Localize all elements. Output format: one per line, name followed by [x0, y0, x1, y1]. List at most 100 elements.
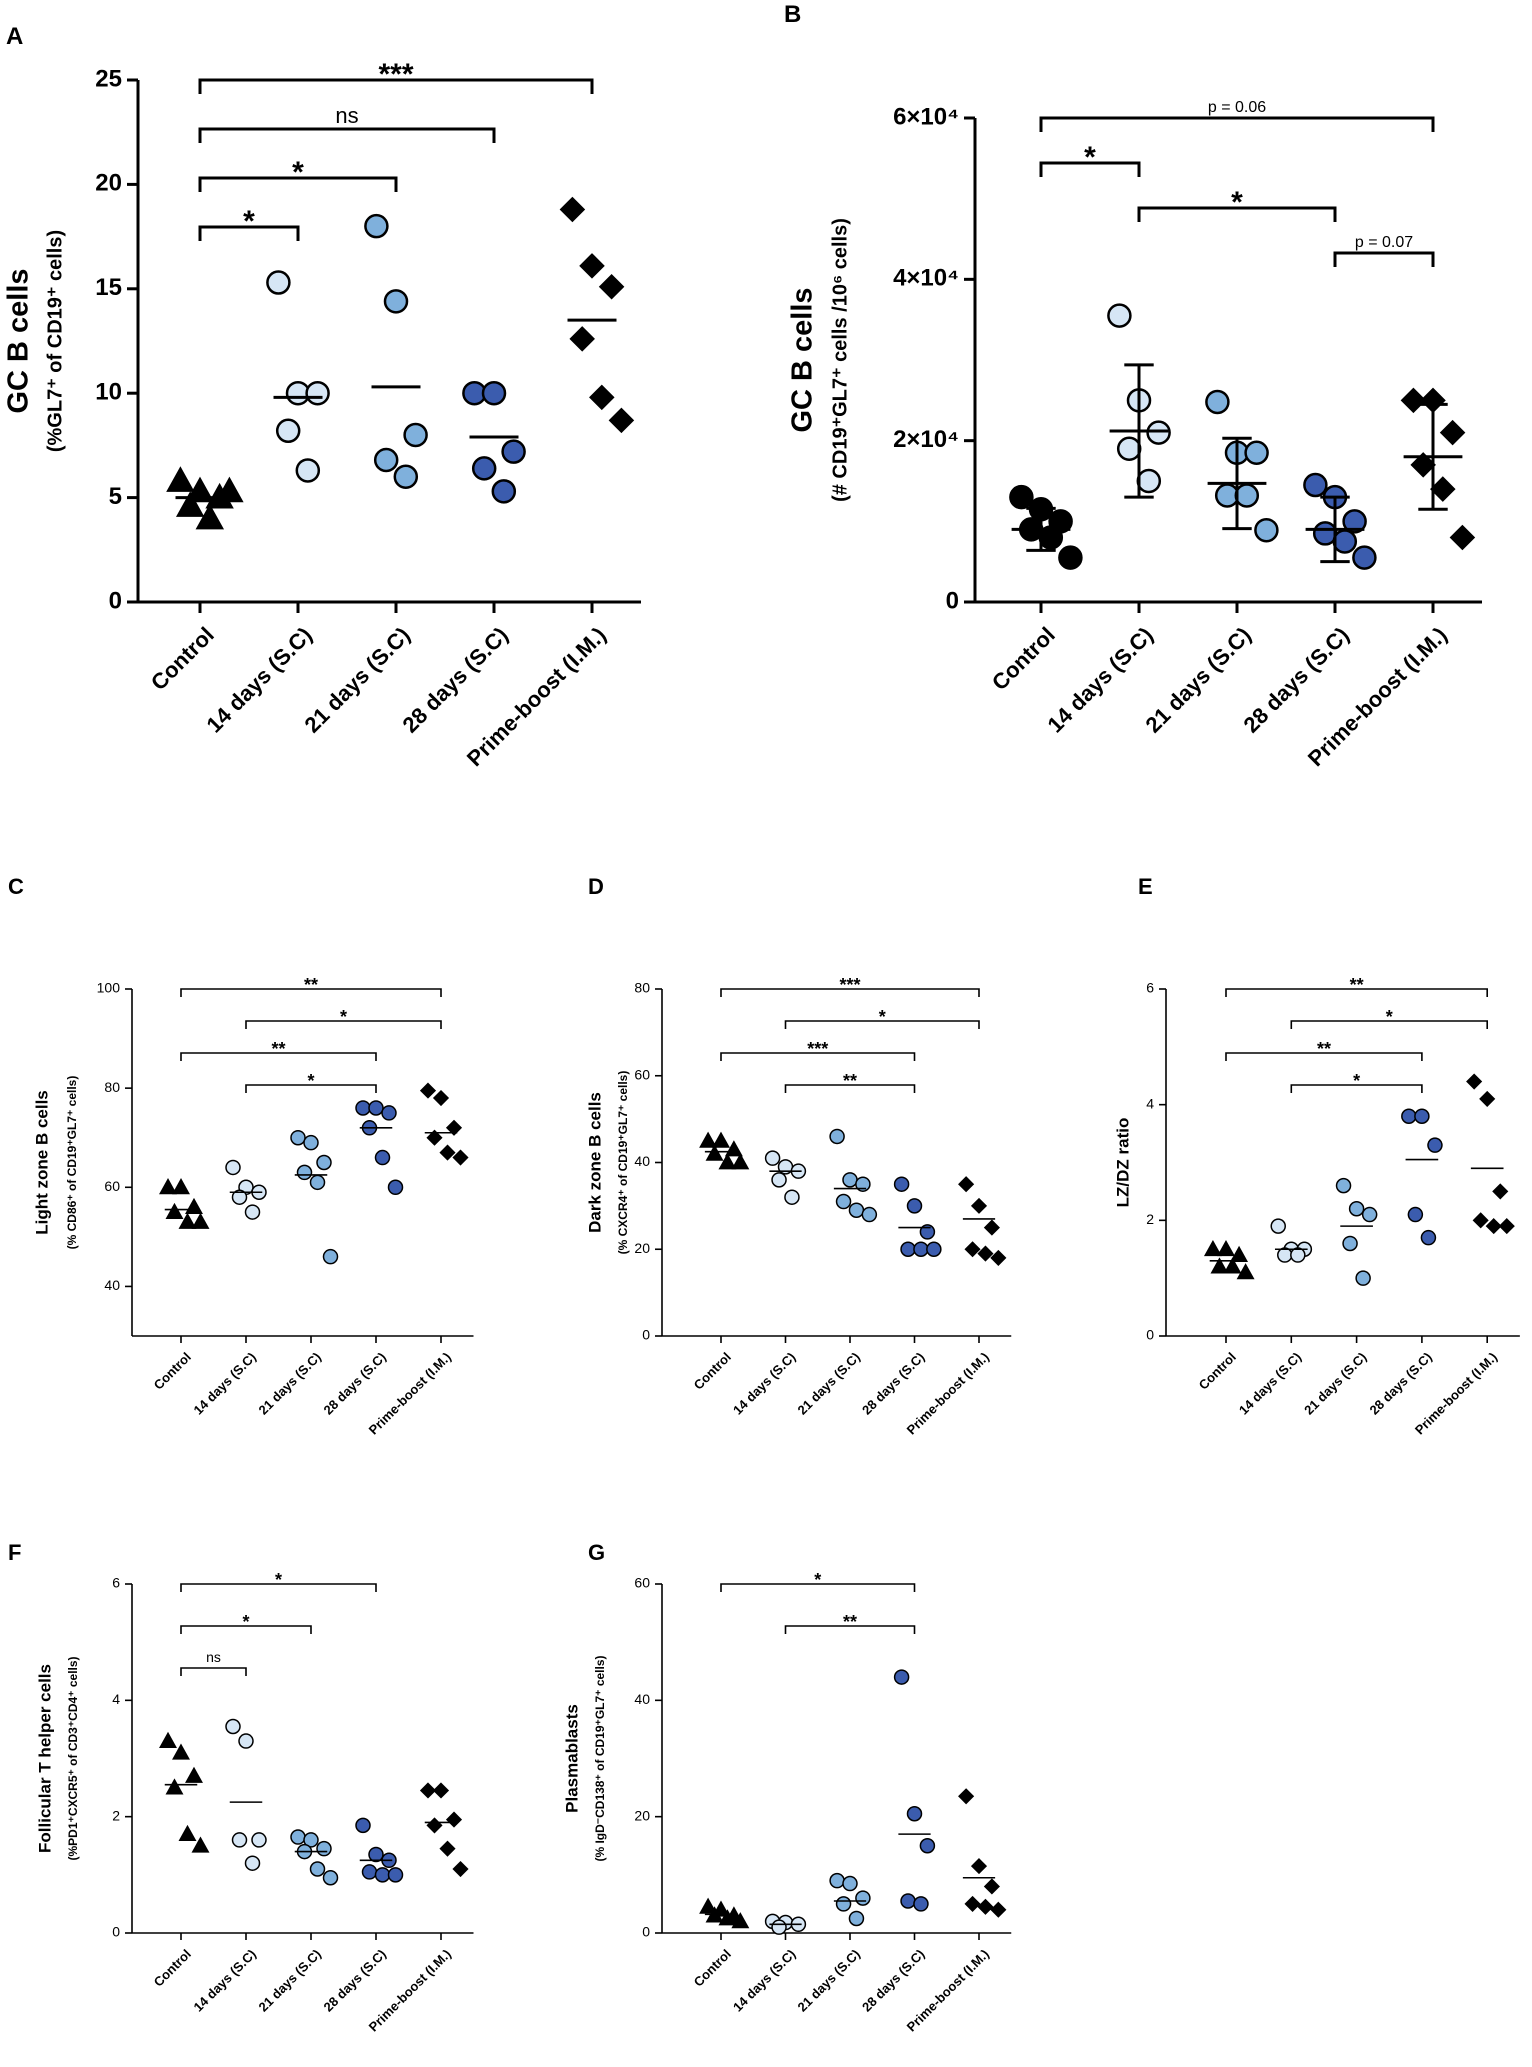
x-tick-label: 28 days (S.C) — [321, 1946, 389, 2014]
data-point — [172, 1743, 190, 1760]
data-point — [1210, 1257, 1229, 1274]
y-tick-label: 20 — [634, 1807, 650, 1823]
data-point — [491, 479, 517, 504]
significance-label: * — [243, 205, 255, 238]
x-tick-label: 14 days (S.C) — [1236, 1349, 1304, 1417]
data-point — [958, 1176, 975, 1193]
data-point — [432, 1782, 450, 1799]
data-point — [569, 326, 595, 352]
y-axis-sublabel: (%GL7⁺ of CD19⁺ cells) — [44, 230, 66, 452]
significance-label: ** — [1317, 1039, 1331, 1059]
data-point — [579, 253, 605, 279]
significance-label: ** — [304, 975, 318, 995]
data-point — [1430, 476, 1456, 502]
data-point — [913, 1896, 929, 1912]
data-point — [355, 1100, 371, 1116]
data-point — [1472, 1212, 1489, 1229]
data-point — [764, 1150, 781, 1166]
data-point — [1254, 517, 1279, 543]
data-point — [309, 1861, 326, 1877]
significance-bracket — [198, 127, 496, 143]
data-point — [290, 1129, 306, 1146]
data-point — [1348, 1201, 1365, 1217]
y-axis-label: Follicular T helper cells — [35, 1664, 54, 1853]
data-point — [165, 1778, 184, 1795]
y-tick-label: 80 — [634, 980, 650, 996]
data-point — [322, 1869, 339, 1886]
x-tick-label: 21 days (S.C) — [256, 1349, 324, 1417]
x-tick-label: 28 days (S.C) — [1366, 1349, 1434, 1417]
significance-label: ** — [843, 1612, 857, 1632]
significance-label: * — [307, 1071, 314, 1091]
y-axis-sublabel: (% IgD⁻CD138⁺ of CD19⁺GL7⁺ cells) — [593, 1655, 607, 1861]
data-point — [1335, 1177, 1352, 1194]
data-point — [452, 1149, 469, 1166]
data-point — [983, 1878, 1000, 1895]
data-point — [829, 1128, 845, 1145]
data-point — [471, 456, 497, 481]
data-point — [364, 213, 389, 239]
y-axis-label: GC B cells — [787, 287, 819, 432]
x-tick-label: 21 days (S.C) — [795, 1946, 863, 2014]
data-point — [589, 384, 615, 411]
panel-letter: C — [8, 874, 24, 899]
y-axis-sublabel: (% CXCR4⁺ of CD19⁺GL7⁺ cells) — [616, 1071, 630, 1255]
significance-bracket — [1290, 1084, 1423, 1093]
data-point — [926, 1241, 942, 1257]
data-point — [559, 196, 586, 223]
y-tick-label: 80 — [104, 1079, 120, 1095]
data-point — [699, 1131, 718, 1148]
data-point — [381, 1105, 397, 1121]
data-point — [275, 418, 301, 444]
data-point — [374, 1149, 391, 1166]
significance-bracket — [1225, 1052, 1423, 1061]
significance-bracket — [1225, 988, 1488, 997]
significance-label: * — [879, 1007, 886, 1027]
data-point — [1342, 509, 1367, 534]
y-axis-label: LZ/DZ ratio — [1113, 1118, 1132, 1208]
y-tick-label: 60 — [634, 1575, 650, 1591]
data-point — [215, 476, 244, 503]
data-point — [225, 1718, 241, 1735]
data-point — [322, 1248, 339, 1265]
significance-bracket — [784, 1625, 916, 1634]
data-point — [1427, 1137, 1443, 1153]
data-point — [1492, 1183, 1509, 1200]
data-point — [842, 1875, 858, 1892]
data-point — [842, 1172, 858, 1188]
significance-bracket — [1137, 206, 1337, 222]
data-point — [835, 1193, 852, 1210]
significance-label: *** — [807, 1039, 828, 1059]
data-point — [977, 1245, 994, 1262]
data-point — [855, 1890, 871, 1906]
data-point — [393, 464, 419, 489]
data-point — [1223, 1257, 1242, 1274]
data-point — [1136, 468, 1162, 494]
data-point — [861, 1206, 878, 1223]
significance-label: * — [292, 156, 304, 189]
x-tick-label: 21 days (S.C) — [795, 1349, 863, 1417]
data-point — [712, 1131, 730, 1148]
data-point — [718, 1153, 737, 1170]
x-tick-label: 14 days (S.C) — [730, 1946, 798, 2014]
significance-bracket — [180, 1052, 377, 1061]
data-point — [906, 1198, 923, 1214]
data-point — [439, 1840, 456, 1857]
y-tick-label: 10 — [95, 379, 122, 406]
panel-letter: E — [1138, 874, 1153, 899]
data-point — [231, 1189, 248, 1205]
significance-label: * — [1084, 141, 1096, 174]
data-point — [964, 1241, 981, 1258]
data-point — [419, 1082, 437, 1099]
y-tick-label: 0 — [642, 1327, 650, 1343]
data-point — [1146, 420, 1171, 445]
data-point — [368, 1846, 384, 1863]
significance-bracket — [720, 1583, 916, 1592]
significance-bracket — [245, 1020, 442, 1029]
data-point — [731, 1912, 750, 1929]
x-tick-label: 14 days (S.C) — [191, 1946, 259, 2014]
data-point — [1244, 440, 1269, 466]
data-point — [608, 407, 635, 434]
data-point — [900, 1893, 916, 1909]
data-point — [1234, 483, 1260, 508]
